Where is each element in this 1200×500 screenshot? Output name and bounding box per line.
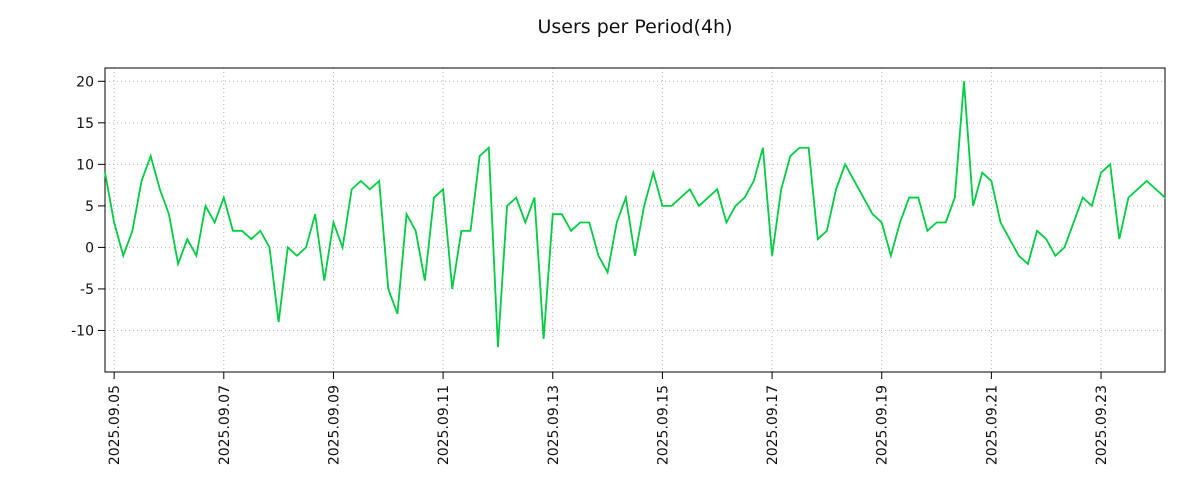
x-tick-label: 2025.09.21 <box>984 385 1000 465</box>
y-tick-label: 0 <box>85 240 94 256</box>
x-tick-label: 2025.09.23 <box>1094 385 1110 465</box>
y-tick-label: 10 <box>76 157 94 173</box>
x-tick-label: 2025.09.17 <box>765 385 781 465</box>
y-tick-label: -5 <box>80 282 94 298</box>
x-tick-label: 2025.09.11 <box>436 385 452 465</box>
plot-border <box>104 67 1166 373</box>
x-tick-label: 2025.09.09 <box>326 385 342 465</box>
users-series-line <box>103 81 1167 348</box>
y-tick-label: 5 <box>85 199 94 215</box>
chart-title: Users per Period(4h) <box>537 16 733 38</box>
x-tick-label: 2025.09.07 <box>217 385 233 465</box>
y-tick-label: 20 <box>76 74 94 90</box>
x-tick-label: 2025.09.15 <box>655 385 671 465</box>
x-tick-label: 2025.09.19 <box>875 385 891 465</box>
y-tick-label: 15 <box>76 116 94 132</box>
x-tick-label: 2025.09.13 <box>546 385 562 465</box>
x-tick-label: 2025.09.05 <box>107 385 123 465</box>
y-tick-label: -10 <box>71 323 94 339</box>
